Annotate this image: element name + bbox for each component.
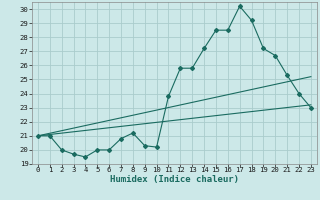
X-axis label: Humidex (Indice chaleur): Humidex (Indice chaleur): [110, 175, 239, 184]
